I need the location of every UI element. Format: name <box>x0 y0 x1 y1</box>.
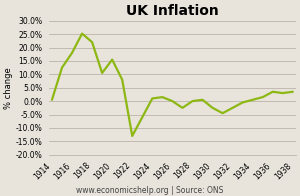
Y-axis label: % change: % change <box>4 67 13 109</box>
Title: UK Inflation: UK Inflation <box>126 4 219 18</box>
Text: www.economicshelp.org | Source: ONS: www.economicshelp.org | Source: ONS <box>76 186 224 195</box>
